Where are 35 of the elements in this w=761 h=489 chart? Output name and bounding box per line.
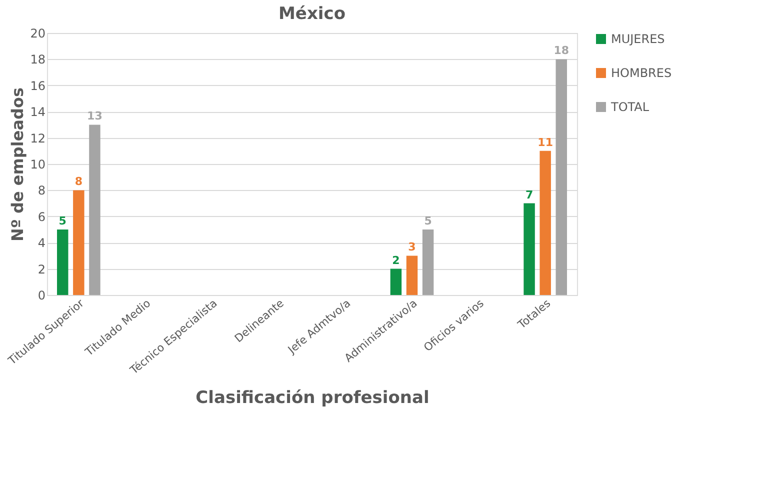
- y-tick-label: 4: [38, 236, 46, 250]
- legend-label: HOMBRES: [611, 66, 672, 80]
- y-tick-label: 2: [38, 262, 46, 276]
- bar: [57, 230, 68, 295]
- bar: [422, 230, 434, 295]
- bar: [73, 190, 84, 295]
- y-tick-label: 6: [38, 210, 46, 224]
- data-label: 8: [74, 175, 82, 188]
- y-tick-label: 12: [30, 131, 46, 146]
- data-label: 5: [58, 214, 66, 228]
- data-label: 3: [408, 240, 416, 254]
- bar: [540, 150, 551, 295]
- data-label: 2: [392, 254, 400, 267]
- y-axis-title: Nº de empleados: [8, 88, 28, 242]
- legend-label: MUJERES: [611, 32, 665, 46]
- bar: [390, 268, 402, 295]
- y-tick-label: 14: [30, 105, 46, 120]
- y-tick-label: 0: [38, 288, 46, 302]
- chart-title: México: [278, 4, 346, 24]
- legend-label: TOTAL: [610, 100, 650, 114]
- data-label: 13: [87, 110, 102, 123]
- y-tick-label: 20: [30, 26, 46, 40]
- data-label: 18: [554, 44, 570, 58]
- data-label: 7: [525, 188, 534, 202]
- y-tick-label: 18: [30, 52, 46, 67]
- y-tick-label: 10: [30, 158, 46, 172]
- bar: [524, 203, 535, 295]
- bar: [406, 256, 418, 295]
- y-tick-label: 8: [38, 184, 46, 198]
- x-axis-title: Clasificación profesional: [196, 388, 430, 408]
- bar: [556, 59, 567, 295]
- data-label: 5: [424, 214, 432, 228]
- data-label: 11: [538, 136, 553, 149]
- y-tick-label: 16: [30, 78, 46, 93]
- bar: [89, 124, 100, 295]
